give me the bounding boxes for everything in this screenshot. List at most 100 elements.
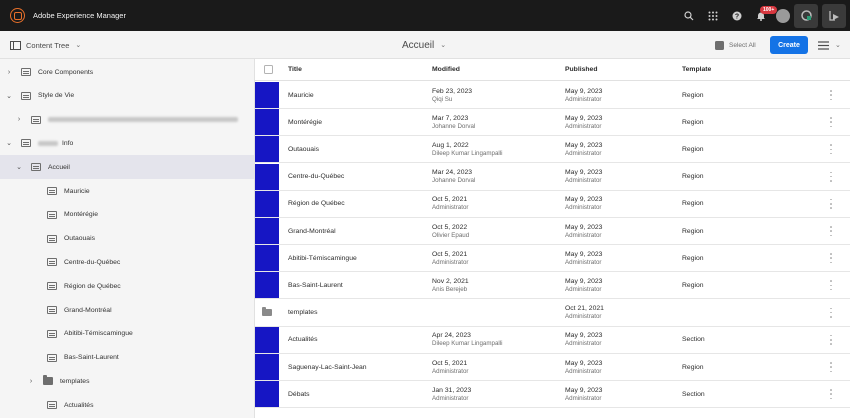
table-row[interactable]: Mauricie Feb 23, 2023 Qiqi Su May 9, 2023 Ad… [255, 82, 850, 109]
more-actions-icon[interactable] [830, 226, 832, 236]
published-date: Oct 21, 2021 [565, 305, 604, 313]
rail-selector-label: Content Tree [26, 40, 70, 50]
tree-item[interactable]: Montérégie [0, 203, 254, 227]
tree-item[interactable]: Grand-Montréal [0, 298, 254, 322]
template-name: Region [682, 227, 704, 235]
cell-modified: Oct 5, 2021 Administrator [432, 191, 468, 217]
modified-by: Administrator [432, 258, 469, 266]
published-by: Administrator [565, 258, 602, 266]
cell-title: Centre-du-Québec [288, 164, 344, 190]
more-actions-icon[interactable] [830, 253, 832, 264]
tree-item[interactable]: ⌄ Accueil [0, 155, 254, 180]
more-actions-icon[interactable] [830, 334, 832, 345]
notifications-bell-icon[interactable]: 100+ [750, 5, 778, 27]
chevron-down-icon[interactable]: ⌄ [6, 92, 12, 100]
template-name: Region [682, 91, 704, 99]
select-all-rows-checkbox[interactable] [264, 65, 273, 74]
notification-count-badge: 100+ [760, 5, 778, 14]
column-header-title[interactable]: Title [288, 66, 302, 73]
chevron-right-icon[interactable]: › [7, 68, 11, 76]
page-thumbnail[interactable] [255, 190, 279, 217]
more-actions-icon[interactable] [830, 198, 832, 209]
tree-item[interactable]: Bas-Saint-Laurent [0, 346, 254, 370]
chevron-down-icon[interactable]: ⌄ [16, 164, 22, 172]
tree-item[interactable]: Mauricie [0, 179, 254, 203]
more-actions-icon[interactable] [830, 389, 832, 400]
page-title-dropdown[interactable]: Accueil ⌄ [402, 31, 446, 59]
column-header-modified[interactable]: Modified [432, 66, 460, 73]
chevron-right-icon[interactable]: › [29, 377, 33, 385]
more-actions-icon[interactable] [830, 144, 832, 155]
cell-published: May 9, 2023 Administrator [565, 327, 602, 353]
column-header-template[interactable]: Template [682, 66, 712, 73]
table-row[interactable]: Abitibi-Témiscamingue Oct 5, 2021 Administ… [255, 245, 850, 273]
experience-cloud-button[interactable] [794, 3, 818, 28]
page-icon [47, 234, 57, 243]
page-thumbnail[interactable] [255, 82, 279, 108]
aem-logo-icon[interactable] [10, 8, 25, 23]
cell-published: May 9, 2023 Administrator [565, 272, 602, 298]
more-actions-icon[interactable] [830, 280, 832, 291]
page-thumbnail[interactable] [255, 381, 279, 408]
table-row[interactable]: Saguenay-Lac-Saint-Jean Oct 5, 2021 Admini… [255, 354, 850, 381]
more-actions-icon[interactable] [830, 171, 832, 182]
more-actions-icon[interactable] [830, 117, 832, 128]
modified-date: Oct 5, 2021 [432, 250, 468, 258]
app-title[interactable]: Adobe Experience Manager [33, 11, 126, 20]
table-row[interactable]: templates Oct 21, 2021 Administrator [255, 300, 850, 327]
page-thumbnail[interactable] [255, 272, 279, 299]
tree-item[interactable]: Outaouais [0, 227, 254, 251]
tree-item[interactable]: › [0, 108, 254, 132]
tree-item[interactable]: Abitibi-Témiscamingue [0, 322, 254, 346]
cell-title: Bas-Saint-Laurent [288, 272, 343, 298]
row-title: Montérégie [288, 118, 323, 126]
tree-item[interactable]: Actualités [0, 393, 254, 417]
folder-icon [262, 306, 272, 316]
share-arrow-icon [828, 11, 839, 21]
tree-item-label: Centre-du-Québec [64, 258, 121, 266]
table-row[interactable]: Grand-Montréal Oct 5, 2022 Olivier Epaud Ma… [255, 218, 850, 245]
table-row[interactable]: Région de Québec Oct 5, 2021 Administrator… [255, 190, 850, 218]
page-icon [21, 139, 31, 148]
table-row[interactable]: Bas-Saint-Laurent Nov 2, 2021 Anis Berejeb… [255, 272, 850, 300]
chevron-right-icon[interactable]: › [17, 116, 21, 124]
tree-item[interactable]: › Core Components [0, 60, 254, 84]
tree-item[interactable]: ⌄ Style de Vie [0, 84, 254, 108]
select-all-button[interactable]: Select All [715, 31, 756, 59]
search-icon[interactable] [678, 5, 700, 27]
column-header-published[interactable]: Published [565, 66, 598, 73]
tree-item-label: Abitibi-Témiscamingue [64, 330, 133, 338]
apps-grid-icon[interactable] [702, 5, 724, 27]
feedback-button[interactable] [822, 3, 846, 28]
tree-item[interactable]: Centre-du-Québec [0, 250, 254, 274]
tree-item[interactable]: ⌄ Info [0, 131, 254, 155]
rail-selector[interactable]: Content Tree ⌄ [10, 31, 81, 59]
modified-date: Jan 31, 2023 [432, 386, 472, 394]
page-thumbnail[interactable] [255, 218, 279, 244]
table-row[interactable]: Centre-du-Québec Mar 24, 2023 Johanne Dorv… [255, 163, 850, 191]
published-by: Administrator [565, 285, 602, 293]
table-row[interactable]: Montérégie Mar 7, 2023 Johanne Dorval May 9… [255, 109, 850, 137]
page-thumbnail[interactable] [255, 245, 279, 272]
cell-published: May 9, 2023 Administrator [565, 109, 602, 135]
template-name: Section [682, 336, 705, 344]
view-switcher[interactable]: ⌄ [818, 31, 841, 59]
template-name: Region [682, 254, 704, 262]
tree-item[interactable]: Région de Québec [0, 274, 254, 298]
more-actions-icon[interactable] [830, 90, 832, 100]
page-thumbnail[interactable] [255, 136, 279, 163]
user-avatar[interactable] [776, 8, 790, 23]
page-thumbnail[interactable] [255, 163, 279, 190]
page-thumbnail[interactable] [255, 109, 279, 136]
more-actions-icon[interactable] [830, 362, 832, 372]
help-icon[interactable]: ? [726, 5, 748, 27]
page-thumbnail[interactable] [255, 354, 279, 380]
create-button[interactable]: Create [770, 36, 808, 54]
table-row[interactable]: Outaouais Aug 1, 2022 Dileep Kumar Lingamp… [255, 136, 850, 164]
table-row[interactable]: Débats Jan 31, 2023 Administrator May 9, 20… [255, 381, 850, 409]
page-thumbnail[interactable] [255, 326, 279, 353]
chevron-down-icon[interactable]: ⌄ [6, 140, 12, 148]
more-actions-icon[interactable] [830, 307, 832, 318]
table-row[interactable]: Actualités Apr 24, 2023 Dileep Kumar Linga… [255, 326, 850, 354]
tree-item[interactable]: › templates [0, 369, 254, 393]
